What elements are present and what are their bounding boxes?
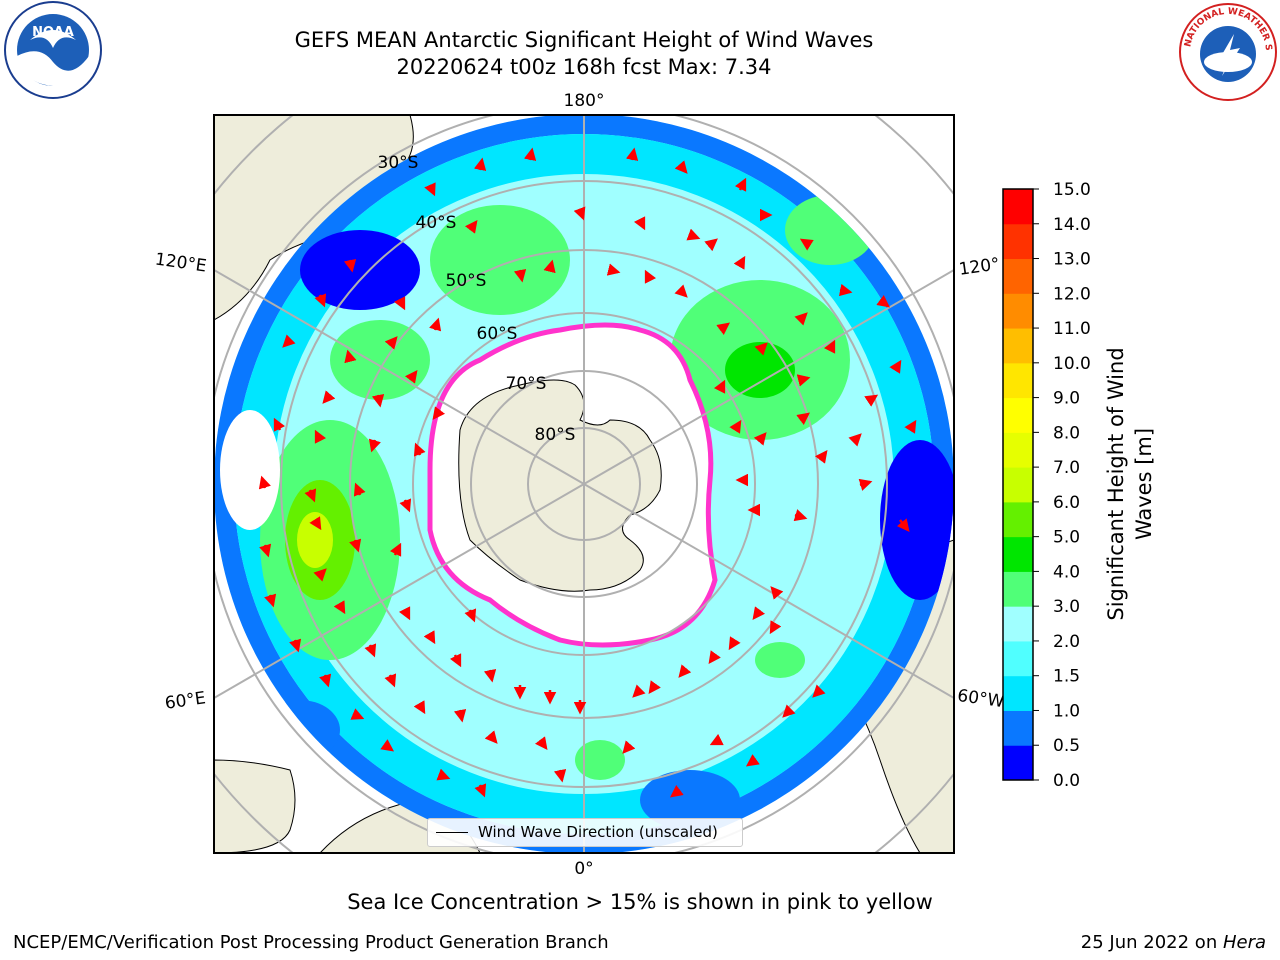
wind-wave-arrows xyxy=(258,147,917,798)
legend-line-swatch xyxy=(436,832,468,833)
colorbar-block xyxy=(1003,432,1033,468)
lat-label-60s: 60°S xyxy=(477,324,518,344)
legend-label: Wind Wave Direction (unscaled) xyxy=(478,823,718,841)
colorbar-frame xyxy=(1002,188,1034,781)
colorbar-tick-label: 0.5 xyxy=(1053,736,1080,756)
colorbar-tick-label: 10.0 xyxy=(1053,354,1091,374)
footer-date: 25 Jun 2022 on Hera xyxy=(1081,932,1266,953)
footer-date-text: 25 Jun 2022 on xyxy=(1080,932,1223,953)
colorbar-tick-label: 1.5 xyxy=(1053,667,1080,687)
colorbar-block xyxy=(1003,397,1033,433)
colorbar-label-line2: Waves [m] xyxy=(1132,428,1156,540)
colorbar-block xyxy=(1003,501,1033,538)
colorbar-tick-label: 4.0 xyxy=(1053,562,1080,582)
colorbar-block xyxy=(1003,258,1033,294)
colorbar-block xyxy=(1003,467,1033,503)
colorbar-tick-label: 6.0 xyxy=(1053,493,1080,513)
lat-label-80s: 80°S xyxy=(535,425,576,445)
colorbar-block xyxy=(1003,189,1033,225)
colorbar-tick-label: 12.0 xyxy=(1053,284,1091,304)
colorbar-tick-label: 3.0 xyxy=(1053,597,1080,617)
colorbar-tick-label: 7.0 xyxy=(1053,458,1080,478)
colorbar-block xyxy=(1003,745,1033,781)
colorbar-blocks xyxy=(1003,189,1033,781)
lon-label-0: 0° xyxy=(574,859,593,879)
noaa-logo: NOAA xyxy=(4,1,102,99)
lon-label-180: 180° xyxy=(564,91,605,111)
colorbar-tick-label: 15.0 xyxy=(1053,180,1091,200)
colorbar-tick-label: 2.0 xyxy=(1053,632,1080,652)
nws-logo: NATIONAL WEATHER SERVICE xyxy=(1176,0,1277,101)
lat-label-30s: 30°S xyxy=(378,153,419,173)
colorbar-block xyxy=(1003,640,1033,677)
colorbar-tick-label: 1.0 xyxy=(1053,701,1080,721)
longitude-grid xyxy=(214,115,954,853)
colorbar-tick-label: 14.0 xyxy=(1053,215,1091,235)
footer-credit: NCEP/EMC/Verification Post Processing Pr… xyxy=(13,932,609,953)
footer-host: Hera xyxy=(1222,932,1266,953)
colorbar-block xyxy=(1003,710,1033,746)
antarctica-land xyxy=(458,379,662,592)
colorbar-block xyxy=(1003,362,1033,399)
colorbar-tick-label: 5.0 xyxy=(1053,528,1080,548)
colorbar-block xyxy=(1003,536,1033,572)
sea-ice-caption: Sea Ice Concentration > 15% is shown in … xyxy=(347,890,933,914)
colorbar-block xyxy=(1003,328,1033,364)
colorbar-tick-label: 0.0 xyxy=(1053,771,1080,791)
colorbar-tick-label: 11.0 xyxy=(1053,319,1091,339)
map-legend: Wind Wave Direction (unscaled) xyxy=(427,818,743,847)
colorbar-block xyxy=(1003,293,1033,329)
lat-label-50s: 50°S xyxy=(446,271,487,291)
africa-land xyxy=(214,759,296,853)
map-frame xyxy=(213,114,955,854)
chart-title: GEFS MEAN Antarctic Significant Height o… xyxy=(294,28,874,52)
colorbar-tick-label: 9.0 xyxy=(1053,389,1080,409)
colorbar-block xyxy=(1003,675,1033,711)
colorbar-block xyxy=(1003,571,1033,607)
lat-label-40s: 40°S xyxy=(416,213,457,233)
noaa-logo-text: NOAA xyxy=(32,25,74,40)
colorbar-tick-label: 8.0 xyxy=(1053,423,1080,443)
colorbar-block xyxy=(1003,606,1033,642)
colorbar-block xyxy=(1003,223,1033,260)
colorbar-label-line1: Significant Height of Wind xyxy=(1104,347,1128,620)
lat-label-70s: 70°S xyxy=(506,374,547,394)
colorbar-tick-label: 13.0 xyxy=(1053,250,1091,270)
chart-subtitle: 20220624 t00z 168h fcst Max: 7.34 xyxy=(396,55,772,79)
